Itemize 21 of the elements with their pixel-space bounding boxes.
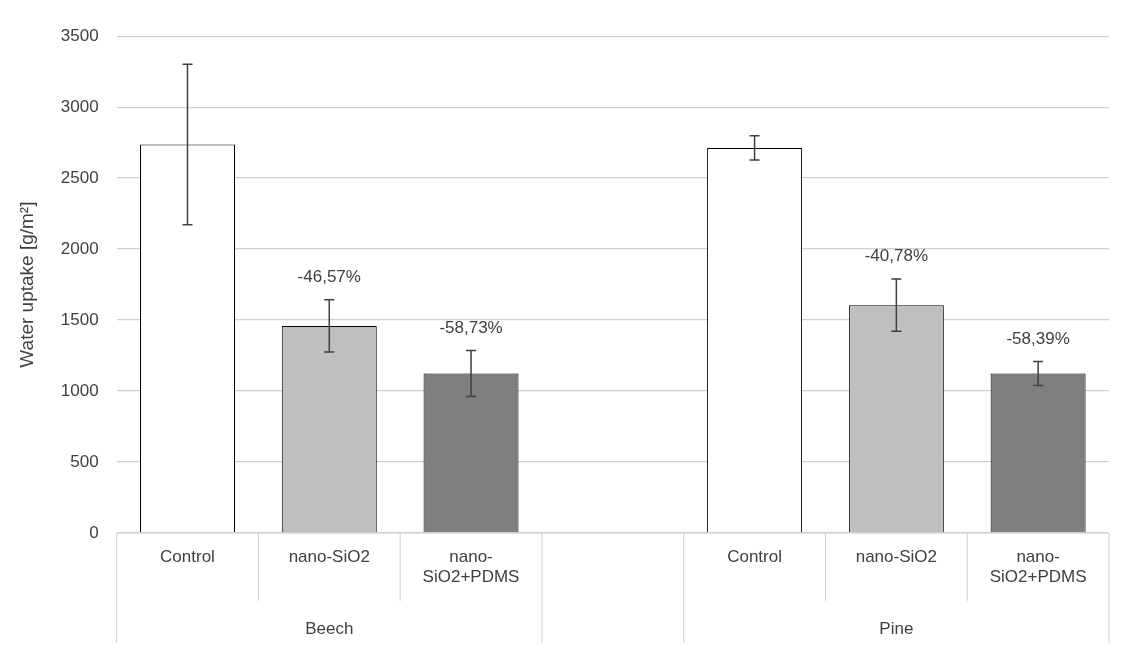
x-tick-label: nano-SiO2+PDMS <box>422 546 520 587</box>
text: Beech <box>305 618 354 638</box>
y-tick-label: 2500 <box>60 167 99 187</box>
annotation: -46,57% <box>297 266 361 286</box>
y-tick-label: 0 <box>89 522 99 542</box>
y-tick-label: 3500 <box>60 25 99 45</box>
y-tick-label: 500 <box>70 451 99 471</box>
annotation: -40,78% <box>864 246 929 266</box>
y-tick-label: 2000 <box>60 238 99 258</box>
x-tick-label: nano-SiO2+PDMS <box>989 546 1087 587</box>
y-tick-label: 1000 <box>60 380 99 400</box>
x-tick-label: Control <box>727 546 782 566</box>
y-tick-label: 1500 <box>60 309 99 329</box>
x-tick-label: nano-SiO2 <box>855 546 937 566</box>
annotation: -58,39% <box>1006 328 1070 348</box>
y-axis-title: Water uptake [g/m²] <box>15 201 37 368</box>
text: Pine <box>879 618 914 638</box>
x-tick-label: Control <box>160 546 215 566</box>
y-tick-label: 3000 <box>60 96 99 116</box>
x-tick-label: nano-SiO2 <box>288 546 370 566</box>
annotation: -58,73% <box>439 317 503 337</box>
